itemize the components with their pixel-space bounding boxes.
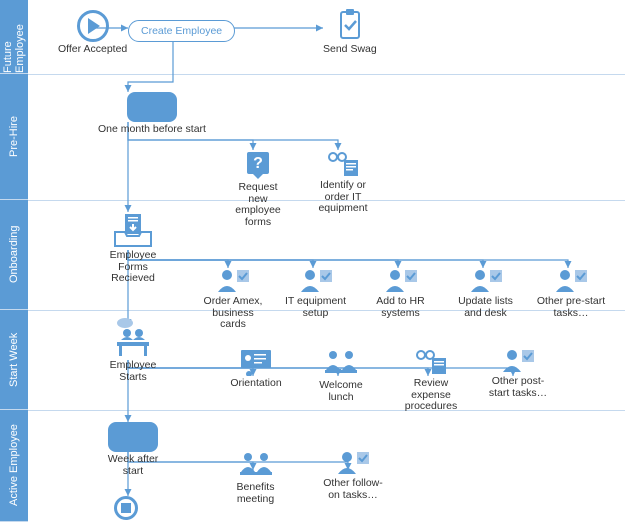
node-label: Welcome lunch bbox=[306, 380, 376, 403]
node-order-amex: Order Amex, business cards bbox=[198, 268, 268, 331]
node-forms-received: Employee Forms Recieved bbox=[98, 212, 168, 285]
node-label: Benefits meeting bbox=[223, 482, 288, 505]
node-update-desk: Update lists and desk bbox=[453, 268, 518, 319]
diagram-canvas: Offer Accepted Create Employee Send Swag… bbox=[28, 0, 625, 522]
node-request-forms: ? Request new employee forms bbox=[228, 150, 288, 228]
node-other-followon: Other follow-on tasks… bbox=[318, 450, 388, 501]
node-identify-it: Identify or order IT equipment bbox=[308, 150, 378, 215]
lane-label-active: Active Employee bbox=[0, 410, 28, 522]
lane-labels-column: Future Employee Pre-Hire Onboarding Star… bbox=[0, 0, 28, 522]
person-task-icon bbox=[536, 268, 606, 294]
node-other-prestart: Other pre-start tasks… bbox=[536, 268, 606, 319]
lane-separator bbox=[28, 74, 625, 75]
node-other-poststart: Other post-start tasks… bbox=[483, 348, 553, 399]
node-label: Other post-start tasks… bbox=[483, 376, 553, 399]
lane-label-future: Future Employee bbox=[0, 0, 28, 74]
node-label: Orientation bbox=[226, 378, 286, 390]
node-week-after: Week after start bbox=[98, 422, 168, 477]
people-meeting-icon bbox=[223, 450, 288, 480]
person-task-icon bbox=[318, 450, 388, 476]
lane-label-prehire: Pre-Hire bbox=[0, 74, 28, 200]
person-task-icon bbox=[368, 268, 433, 294]
lane-separator bbox=[28, 410, 625, 411]
node-it-setup: IT equipment setup bbox=[283, 268, 348, 319]
node-add-hr: Add to HR systems bbox=[368, 268, 433, 319]
search-document-icon bbox=[396, 348, 466, 376]
clipboard-check-icon bbox=[323, 8, 377, 42]
node-label: Send Swag bbox=[323, 44, 377, 56]
node-send-swag: Send Swag bbox=[323, 8, 377, 56]
end-event-icon bbox=[114, 496, 138, 520]
subprocess-icon bbox=[108, 422, 158, 452]
node-label: Other pre-start tasks… bbox=[536, 296, 606, 319]
svg-text:?: ? bbox=[253, 155, 263, 172]
presentation-icon bbox=[226, 348, 286, 376]
person-task-icon bbox=[453, 268, 518, 294]
onboarding-swimlane-diagram: Future Employee Pre-Hire Onboarding Star… bbox=[0, 0, 625, 522]
node-label: Week after start bbox=[98, 454, 168, 477]
start-event-icon bbox=[58, 10, 127, 42]
node-label: Review expense procedures bbox=[396, 378, 466, 413]
person-task-icon bbox=[283, 268, 348, 294]
meeting-desk-icon bbox=[98, 318, 168, 358]
lane-label-onboarding: Onboarding bbox=[0, 200, 28, 310]
person-task-icon bbox=[198, 268, 268, 294]
node-review-expense: Review expense procedures bbox=[396, 348, 466, 413]
node-benefits-meeting: Benefits meeting bbox=[223, 450, 288, 505]
node-label: One month before start bbox=[98, 124, 206, 136]
node-label: Order Amex, business cards bbox=[198, 296, 268, 331]
create-employee-button[interactable]: Create Employee bbox=[128, 20, 235, 42]
node-one-month: One month before start bbox=[98, 92, 206, 136]
node-employee-starts: Employee Starts bbox=[98, 318, 168, 383]
node-label: Other follow-on tasks… bbox=[318, 478, 388, 501]
node-label: Update lists and desk bbox=[453, 296, 518, 319]
node-label: Offer Accepted bbox=[58, 44, 127, 56]
person-task-icon bbox=[483, 348, 553, 374]
subprocess-icon bbox=[127, 92, 177, 122]
node-label: Employee Starts bbox=[98, 360, 168, 383]
node-offer-accepted: Offer Accepted bbox=[58, 10, 127, 56]
node-label: Request new employee forms bbox=[228, 182, 288, 228]
node-label: Employee Forms Recieved bbox=[98, 250, 168, 285]
inbox-download-icon bbox=[98, 212, 168, 248]
node-label: IT equipment setup bbox=[283, 296, 348, 319]
node-label: Identify or order IT equipment bbox=[308, 180, 378, 215]
question-form-icon: ? bbox=[228, 150, 288, 180]
node-label: Add to HR systems bbox=[368, 296, 433, 319]
people-meeting-icon bbox=[306, 348, 376, 378]
node-end-event bbox=[114, 496, 138, 520]
node-welcome-lunch: Welcome lunch bbox=[306, 348, 376, 403]
node-orientation: Orientation bbox=[226, 348, 286, 390]
lane-label-startweek: Start Week bbox=[0, 310, 28, 410]
search-document-icon bbox=[308, 150, 378, 178]
